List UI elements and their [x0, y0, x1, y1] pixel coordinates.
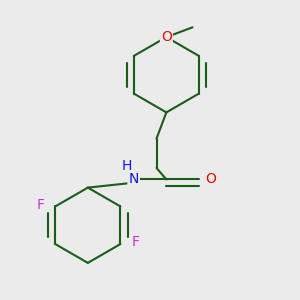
Text: F: F	[131, 236, 139, 249]
Text: N: N	[128, 172, 139, 186]
Text: O: O	[161, 30, 172, 44]
Text: H: H	[122, 159, 132, 173]
Text: F: F	[37, 198, 44, 212]
Text: O: O	[205, 172, 216, 186]
